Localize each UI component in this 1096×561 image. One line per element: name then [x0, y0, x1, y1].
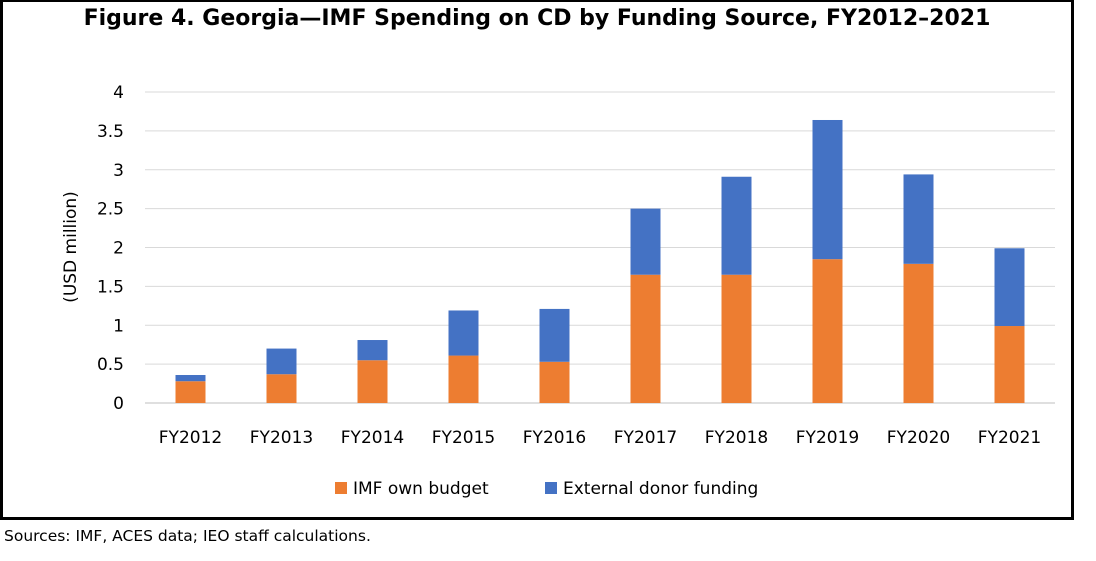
x-tick-label: FY2020: [887, 428, 950, 448]
bar-segment: [539, 361, 570, 403]
y-axis-label: (USD million): [61, 191, 81, 303]
x-axis-ticks: FY2012 FY2013 FY2014 FY2015 FY2016 FY2017 FY20…: [159, 428, 1041, 448]
bar-segment: [539, 308, 570, 362]
x-tick-label: FY2015: [432, 428, 495, 448]
legend-swatch: [545, 482, 557, 494]
bar-segment: [357, 340, 388, 361]
x-tick-label: FY2017: [614, 428, 677, 448]
x-tick-label: FY2012: [159, 428, 222, 448]
y-tick-label: 2.5: [97, 200, 124, 220]
x-tick-label: FY2018: [705, 428, 768, 448]
bar-segment: [448, 310, 479, 356]
y-tick-label: 3: [113, 161, 124, 181]
bar-segment: [630, 208, 661, 275]
x-tick-label: FY2019: [796, 428, 859, 448]
legend: IMF own budget External donor funding: [335, 479, 758, 499]
y-tick-label: 1.5: [97, 277, 124, 297]
y-tick-label: 2: [113, 239, 124, 259]
y-tick-label: 3.5: [97, 122, 124, 142]
bar-segment: [357, 360, 388, 403]
legend-swatch: [335, 482, 347, 494]
y-tick-label: 4: [113, 83, 124, 103]
y-axis-ticks: 0 0.5 1 1.5 2 2.5 3 3.5 4: [97, 83, 124, 414]
bar-segment: [721, 176, 752, 275]
y-tick-label: 0.5: [97, 355, 124, 375]
x-tick-label: FY2014: [341, 428, 404, 448]
y-tick-label: 1: [113, 316, 124, 336]
bar-segment: [630, 274, 661, 403]
bars: [175, 119, 1025, 403]
bar-segment: [903, 263, 934, 403]
legend-label: External donor funding: [563, 479, 758, 499]
bar-segment: [812, 119, 843, 260]
gridlines: [145, 91, 1055, 404]
bar-segment: [266, 374, 297, 403]
y-tick-label: 0: [113, 394, 124, 414]
bar-segment: [812, 259, 843, 403]
source-note: Sources: IMF, ACES data; IEO staff calcu…: [4, 527, 371, 545]
bar-segment: [448, 355, 479, 403]
bar-segment: [903, 174, 934, 264]
x-tick-label: FY2021: [978, 428, 1041, 448]
x-tick-label: FY2016: [523, 428, 586, 448]
bar-segment: [175, 375, 206, 382]
stacked-bar-chart: 00.511.522.533.54 FY2012 FY2013 FY2014 FY20…: [61, 83, 1055, 499]
bar-segment: [994, 248, 1025, 327]
x-tick-label: FY2013: [250, 428, 313, 448]
bar-segment: [266, 348, 297, 375]
chart-title: Figure 4. Georgia—IMF Spending on CD by …: [83, 6, 991, 31]
bar-segment: [994, 326, 1025, 403]
bar-segment: [721, 274, 752, 403]
bar-segment: [175, 381, 206, 403]
figure-frame: [0, 0, 1074, 520]
legend-label: IMF own budget: [353, 479, 489, 499]
